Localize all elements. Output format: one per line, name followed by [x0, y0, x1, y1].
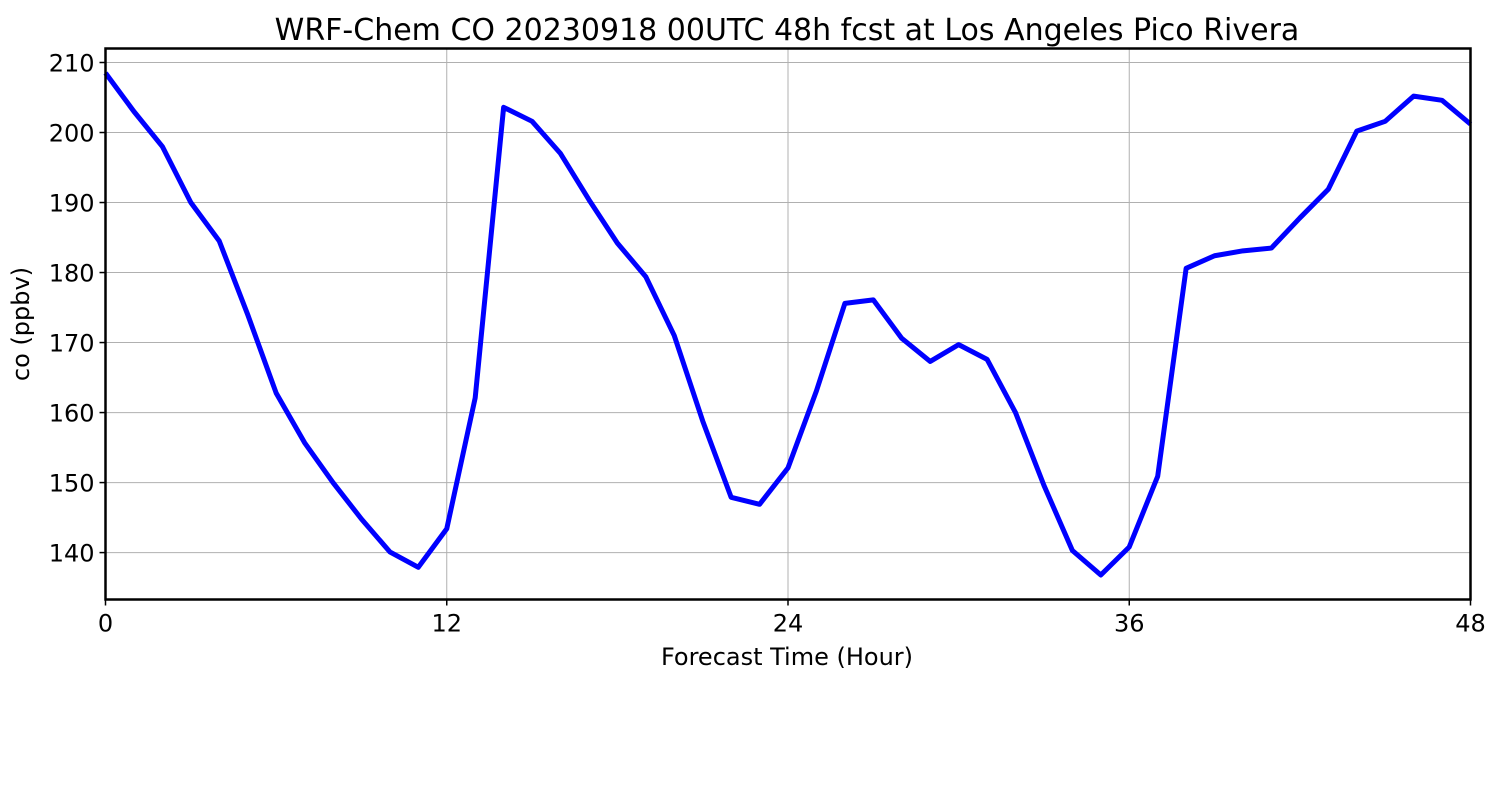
- y-tick-label: 140: [49, 540, 95, 568]
- x-tick-label: 12: [431, 610, 462, 638]
- x-tick-label: 24: [773, 610, 804, 638]
- y-tick-label: 210: [49, 50, 95, 78]
- x-tick-label: 48: [1455, 610, 1486, 638]
- y-tick-label: 150: [49, 470, 95, 498]
- y-axis-label: co (ppbv): [7, 267, 35, 381]
- y-tick-label: 180: [49, 260, 95, 288]
- x-axis-label: Forecast Time (Hour): [661, 643, 913, 671]
- x-tick-label: 36: [1114, 610, 1145, 638]
- y-tick-label: 200: [49, 120, 95, 148]
- y-tick-label: 160: [49, 400, 95, 428]
- axis-ticks: 0 12 24 36 48 140 150 160 170 180 190 200 210: [49, 50, 1486, 638]
- grid-lines: [106, 49, 1471, 600]
- x-tick-label: 0: [98, 610, 113, 638]
- chart-title: WRF-Chem CO 20230918 00UTC 48h fcst at L…: [275, 13, 1300, 48]
- y-tick-label: 170: [49, 330, 95, 358]
- y-tick-label: 190: [49, 190, 95, 218]
